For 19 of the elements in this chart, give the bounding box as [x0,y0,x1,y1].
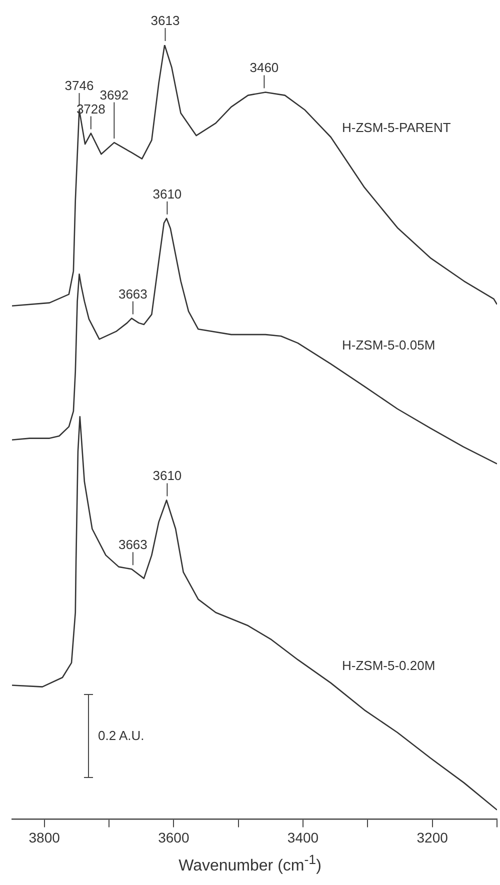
scale-ruler: 0.2 A.U. [84,694,144,778]
x-tick-label: 3400 [287,829,319,846]
x-axis-title: Wavenumber (cm$^{-1}$) [178,852,322,876]
annotation: 3663 [118,286,148,302]
annotation: 3613 [150,13,180,28]
annotation: 3746 [64,78,94,94]
series-label: H-ZSM-5-PARENT [342,120,451,135]
annotation: 3610 [152,186,182,202]
x-tick-label: 3600 [158,829,190,846]
annotation: 0.2 A.U. [98,728,144,743]
annotation: 3663 [118,537,148,552]
x-tick-label: 3800 [28,829,60,846]
annotation: 3460 [250,60,279,76]
series-label: H-ZSM-5-0.20M [342,658,436,673]
x-tick-label: 3200 [416,829,448,846]
series-label: H-ZSM-5-0.05M [342,337,436,352]
annotation: 3610 [152,468,182,484]
annotation: 3728 [76,101,106,116]
annotation: 3692 [100,87,129,102]
